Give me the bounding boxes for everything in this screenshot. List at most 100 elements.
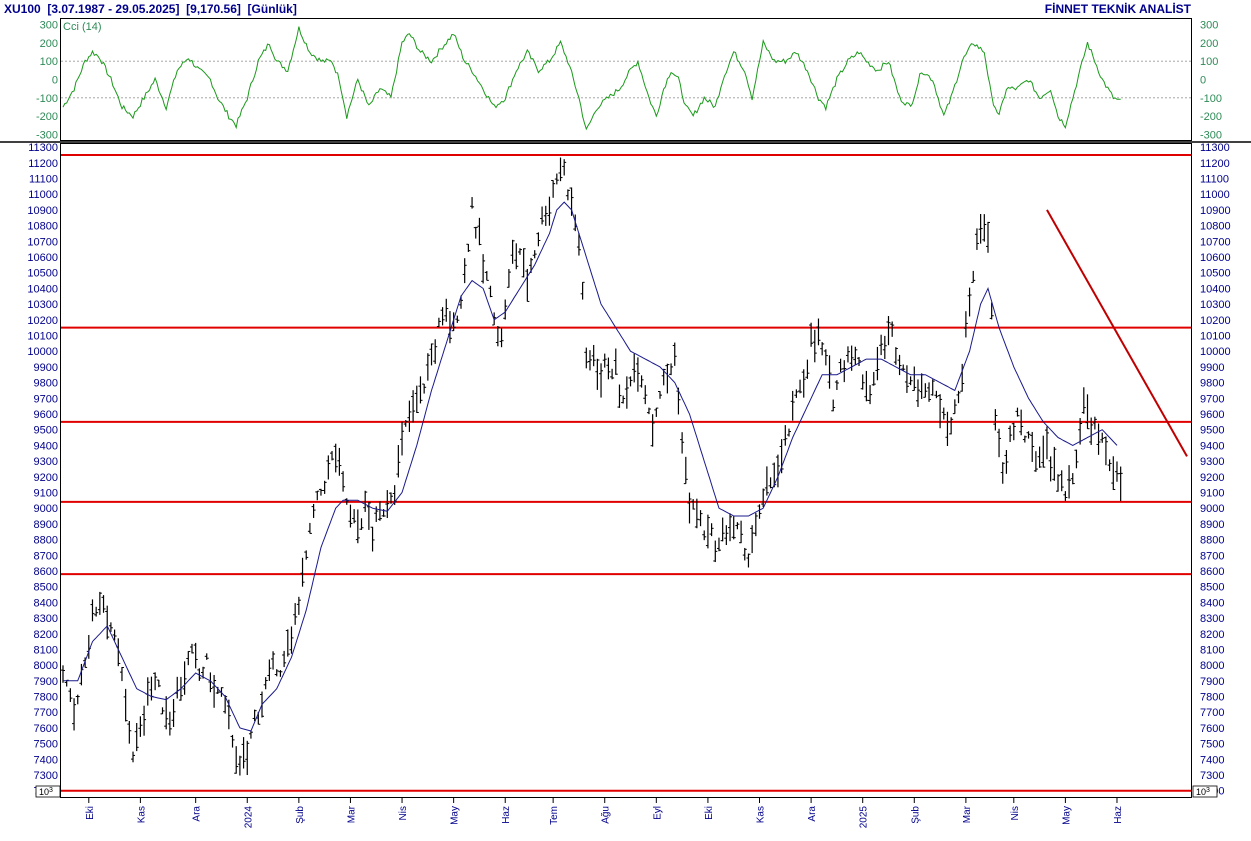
price-bar (952, 399, 957, 415)
price-bar (599, 363, 604, 398)
price-tick-label-left: 11300 (28, 142, 58, 154)
price-bar (823, 349, 828, 366)
price-bar (838, 358, 843, 372)
price-bar (632, 353, 637, 383)
x-axis-month-label: Nis (1010, 806, 1021, 820)
price-bar (333, 443, 338, 473)
price-bar (436, 317, 441, 328)
price-bar (285, 629, 290, 657)
price-bar (562, 159, 567, 176)
price-bar (584, 347, 589, 369)
price-tick-label-left: 9200 (34, 472, 58, 484)
price-tick-label-right: 8700 (1200, 550, 1224, 562)
price-tick-label-right: 10700 (1200, 236, 1231, 248)
price-bar (248, 730, 253, 739)
price-tick-label-right: 10300 (1200, 299, 1231, 311)
price-tick-label-right: 7400 (1200, 754, 1224, 766)
price-bar (886, 316, 891, 346)
price-bar (241, 737, 246, 769)
price-bar (938, 394, 943, 429)
x-axis-month-label: Eki (704, 806, 715, 820)
price-bar (930, 379, 935, 396)
price-bar (1067, 465, 1072, 499)
price-tick-label-right: 9400 (1200, 440, 1224, 452)
price-bar (164, 696, 169, 730)
price-tick-label-right: 10600 (1200, 252, 1231, 264)
price-bar (731, 516, 736, 540)
price-bar (543, 205, 548, 226)
price-bar (1081, 387, 1086, 414)
price-bar (853, 346, 858, 365)
price-bar (742, 547, 747, 561)
cci-tick-label-left: -100 (36, 93, 58, 105)
price-bar (654, 407, 659, 417)
price-bar (801, 369, 806, 398)
price-bar (860, 374, 865, 390)
price-bar (495, 326, 500, 347)
price-bar (156, 679, 161, 688)
price-bar (775, 454, 780, 488)
price-tick-label-left: 7700 (34, 707, 58, 719)
price-bar (845, 346, 850, 363)
price-bar (1107, 459, 1112, 472)
price-bar (293, 603, 298, 625)
x-axis-month-label: Eki (85, 806, 96, 820)
price-tick-label-left: 9400 (34, 440, 58, 452)
last-value: [9,170.56] (186, 2, 241, 16)
price-tick-label-right: 7500 (1200, 739, 1224, 751)
x-axis-month-label: Mar (346, 805, 357, 823)
price-bar (1000, 462, 1005, 484)
x-axis-month-label: Haz (501, 806, 512, 824)
price-bar (761, 488, 766, 508)
price-bar (735, 522, 740, 530)
price-bar (547, 196, 552, 226)
price-bar (318, 488, 323, 496)
price-bar (816, 318, 821, 346)
price-bar (790, 390, 795, 421)
price-bar (1011, 422, 1016, 441)
price-bar (403, 420, 408, 427)
price-bar (90, 599, 95, 622)
price-bar (1074, 449, 1079, 469)
price-bar (613, 348, 618, 375)
price-bar (488, 285, 493, 298)
price-bar (665, 363, 670, 394)
price-bar (713, 540, 718, 563)
price-bar (871, 371, 876, 386)
price-tick-label-left: 10000 (27, 346, 58, 358)
price-bar (702, 530, 707, 541)
price-bar (606, 357, 611, 380)
price-bar (307, 522, 312, 534)
price-bar (422, 383, 427, 394)
price-bar (189, 643, 194, 654)
price-bar (709, 523, 714, 537)
price-bar (532, 250, 537, 259)
price-bar (363, 490, 368, 512)
price-bar (1004, 450, 1009, 474)
price-bar (322, 480, 327, 494)
price-bar (812, 329, 817, 363)
price-bar (97, 591, 102, 615)
price-bar (377, 501, 382, 521)
price-bar (798, 379, 803, 394)
scale-label-right: 103 (1196, 787, 1210, 797)
price-tick-label-right: 8200 (1200, 629, 1224, 641)
price-bar (267, 659, 272, 681)
price-bar (182, 661, 187, 695)
period: [Günlük] (247, 2, 297, 16)
price-tick-label-right: 9300 (1200, 456, 1224, 468)
price-bar (982, 214, 987, 242)
price-bar (923, 383, 928, 398)
price-bar (912, 366, 917, 391)
x-axis: Eki Kas Ara 2024 Şub Mar Nis May Haz Tem Ağu Eyl Eki… (85, 797, 1124, 828)
cci-label: Cci (14) (63, 21, 102, 33)
price-tick-label-right: 7900 (1200, 676, 1224, 688)
price-tick-label-left: 11200 (28, 158, 58, 170)
price-bar (521, 248, 526, 278)
price-bar (580, 281, 585, 300)
x-axis-month-label: Ara (192, 806, 203, 822)
price-bar (72, 698, 77, 731)
price-bar (514, 243, 519, 270)
price-tick-label-right: 7300 (1200, 770, 1224, 782)
price-tick-label-right: 10100 (1200, 331, 1231, 343)
